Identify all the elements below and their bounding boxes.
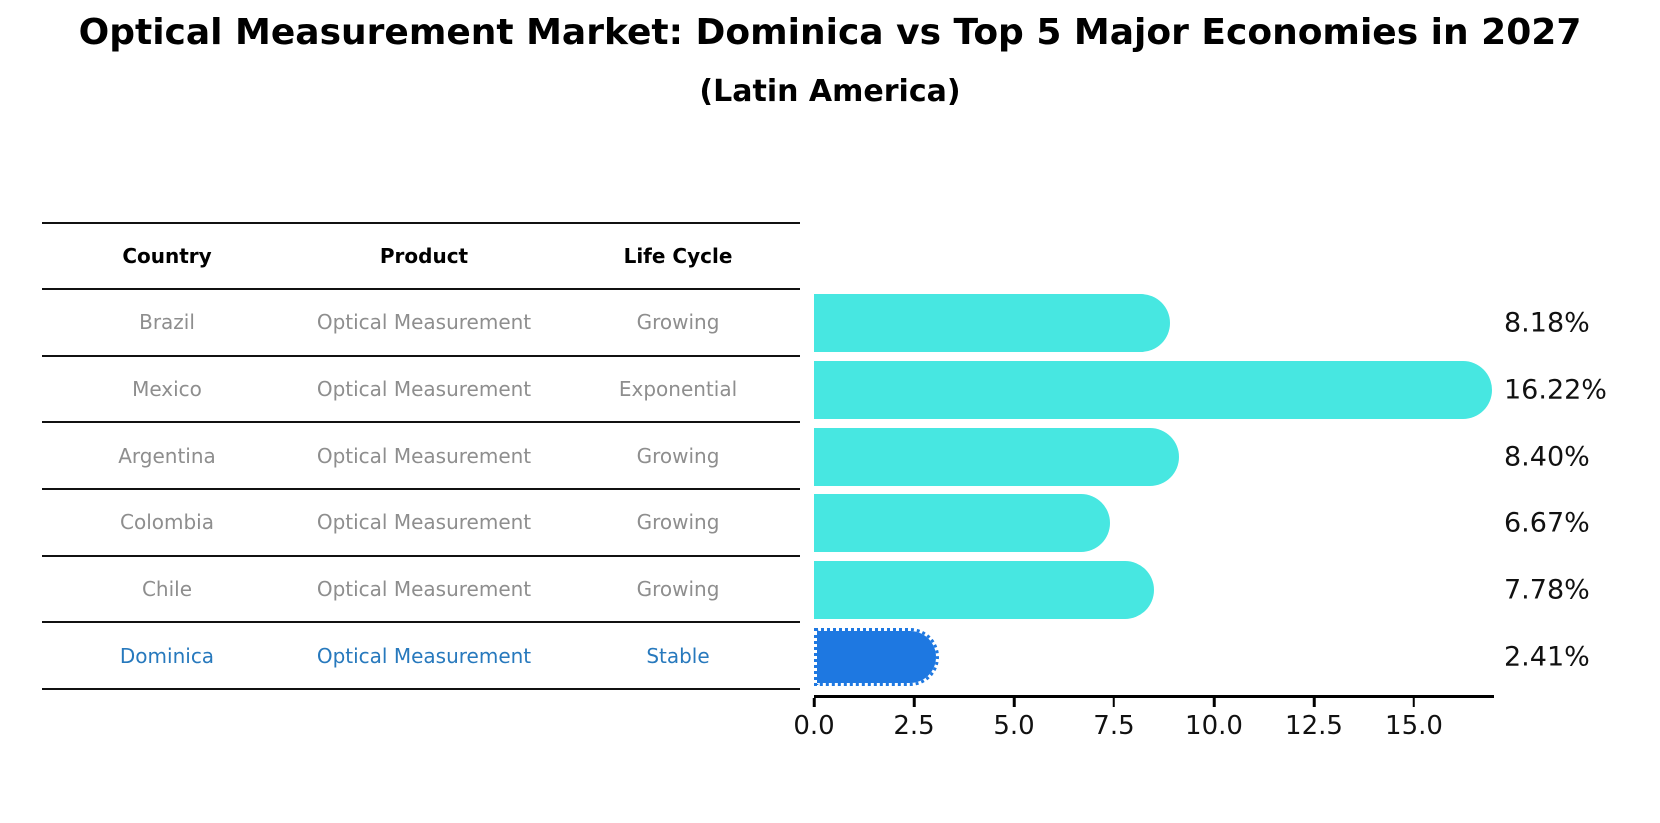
header-life-cycle: Life Cycle — [623, 244, 733, 268]
x-axis-tick-label: 12.5 — [1285, 711, 1343, 741]
bar-value-brazil: 8.18% — [1504, 307, 1590, 339]
table-row-colombia: Colombia Optical Measurement Growing — [42, 490, 800, 557]
bar-mexico — [814, 361, 1492, 420]
country-table: Country Product Life Cycle Brazil Optica… — [42, 222, 800, 691]
cell-life-cycle: Growing — [636, 577, 720, 602]
cell-country: Brazil — [139, 310, 195, 335]
chart-subtitle: (Latin America) — [699, 74, 961, 109]
x-axis-tick — [1412, 698, 1416, 707]
x-axis-tick-label: 10.0 — [1185, 711, 1243, 741]
table-row-mexico: Mexico Optical Measurement Exponential — [42, 357, 800, 424]
x-axis-tick — [1212, 698, 1216, 707]
cell-country: Mexico — [132, 377, 202, 402]
cell-product: Optical Measurement — [316, 443, 532, 468]
bar-colombia — [814, 494, 1110, 553]
x-axis-tick — [1112, 698, 1116, 707]
header-product: Product — [379, 244, 469, 268]
x-axis-tick-label: 0.0 — [793, 711, 835, 741]
x-axis-tick — [812, 698, 816, 707]
bar-value-colombia: 6.67% — [1504, 507, 1590, 539]
bar-value-mexico: 16.22% — [1504, 374, 1607, 406]
bar-dominica — [814, 627, 940, 686]
x-axis-tick-label: 2.5 — [893, 711, 935, 741]
x-axis-tick — [1012, 698, 1016, 707]
x-axis-tick-label: 15.0 — [1385, 711, 1443, 741]
cell-product: Optical Measurement — [316, 643, 532, 668]
x-axis-tick — [1312, 698, 1316, 707]
bar-row-mexico: 16.22% — [814, 357, 1607, 424]
table-row-chile: Chile Optical Measurement Growing — [42, 557, 800, 624]
bar-row-argentina: 8.40% — [814, 423, 1590, 490]
bar-chile — [814, 561, 1155, 620]
cell-product: Optical Measurement — [316, 310, 532, 335]
x-axis-tick-label: 7.5 — [1093, 711, 1135, 741]
cell-product: Optical Measurement — [316, 577, 532, 602]
cell-life-cycle: Growing — [636, 310, 720, 335]
cell-country: Colombia — [120, 510, 214, 535]
bar-row-chile: 7.78% — [814, 557, 1590, 624]
bar-row-brazil: 8.18% — [814, 290, 1590, 357]
cell-country: Dominica — [119, 643, 215, 668]
bar-value-dominica: 2.41% — [1504, 641, 1590, 673]
table-header-row: Country Product Life Cycle — [42, 224, 800, 290]
cell-country: Argentina — [118, 443, 216, 468]
x-axis-tick-label: 5.0 — [993, 711, 1035, 741]
x-axis-line — [814, 695, 1494, 698]
cell-life-cycle: Growing — [636, 510, 720, 535]
cell-life-cycle: Stable — [646, 643, 710, 668]
bar-brazil — [814, 294, 1171, 353]
table-row-argentina: Argentina Optical Measurement Growing — [42, 423, 800, 491]
bar-value-chile: 7.78% — [1504, 574, 1590, 606]
cell-product: Optical Measurement — [316, 510, 532, 535]
bar-value-argentina: 8.40% — [1504, 441, 1590, 473]
table-row-brazil: Brazil Optical Measurement Growing — [42, 290, 800, 357]
header-country: Country — [122, 244, 212, 268]
table-row-dominica: Dominica Optical Measurement Stable — [42, 623, 800, 691]
cell-product: Optical Measurement — [316, 377, 532, 402]
bar-argentina — [814, 427, 1179, 486]
chart-title: Optical Measurement Market: Dominica vs … — [78, 12, 1582, 53]
cell-life-cycle: Exponential — [618, 377, 738, 402]
cell-life-cycle: Growing — [636, 443, 720, 468]
x-axis-tick — [912, 698, 916, 707]
bar-row-colombia: 6.67% — [814, 490, 1590, 557]
bar-plot: 8.18% 16.22% 8.40% 6.67% 7.78% 2.41% — [793, 290, 1607, 741]
cell-country: Chile — [141, 577, 193, 602]
bar-row-dominica: 2.41% — [814, 623, 1590, 690]
